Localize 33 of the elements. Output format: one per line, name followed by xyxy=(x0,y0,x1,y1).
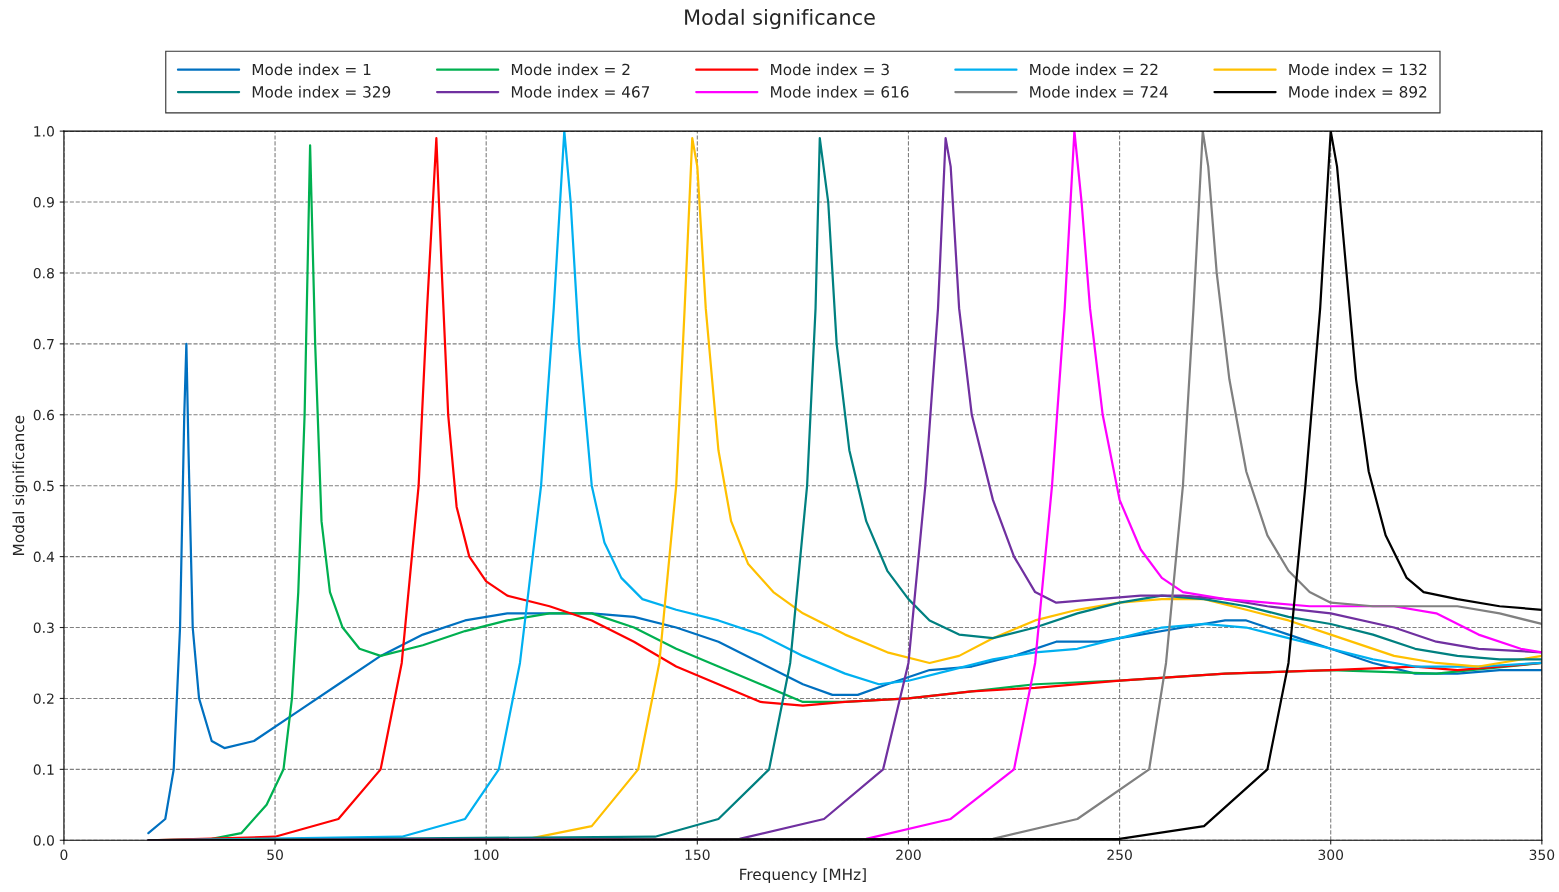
chart-title: Modal significance xyxy=(685,8,875,30)
y-tick-label: 0.9 xyxy=(33,197,54,208)
x-tick-label: 200 xyxy=(896,849,921,861)
x-axis-title: Frequency [MHz] xyxy=(740,868,866,884)
y-tick-label: 0.6 xyxy=(33,409,55,421)
y-axis-title: Modal significance xyxy=(12,415,28,555)
legend-label: Mode index = 132 xyxy=(1289,63,1427,76)
y-tick-label: 0.1 xyxy=(33,764,54,775)
x-tick-label: 0 xyxy=(60,849,68,861)
y-tick-label: 1.0 xyxy=(34,126,54,137)
y-tick-label: 0.5 xyxy=(33,480,54,492)
legend-label: Mode index = 2 xyxy=(511,63,630,76)
legend-label: Mode index = 329 xyxy=(252,85,391,98)
legend-label: Mode index = 1 xyxy=(252,63,371,76)
y-tick-label: 0.3 xyxy=(33,622,54,633)
x-tick-label: 150 xyxy=(685,849,710,861)
x-tick-label: 50 xyxy=(267,849,283,861)
legend-label: Mode index = 616 xyxy=(771,85,909,98)
legend-label: Mode index = 467 xyxy=(511,85,650,98)
x-tick-label: 350 xyxy=(1529,849,1555,861)
x-tick-label: 100 xyxy=(474,849,499,861)
legend-label: Mode index = 724 xyxy=(1030,85,1168,98)
line-series xyxy=(147,342,1542,835)
y-tick-label: 0.7 xyxy=(33,338,54,350)
y-tick-label: 0.4 xyxy=(33,551,55,563)
x-tick-label: 250 xyxy=(1107,849,1132,861)
x-tick-label: 300 xyxy=(1318,849,1344,861)
legend-label: Mode index = 892 xyxy=(1289,85,1427,98)
y-tick-label: 0.8 xyxy=(33,267,54,279)
legend-label: Mode index = 22 xyxy=(1030,63,1158,76)
y-tick-label: 0.2 xyxy=(33,693,54,704)
legend-label: Mode index = 3 xyxy=(771,63,889,76)
y-tick-label: 0.0 xyxy=(33,835,54,846)
